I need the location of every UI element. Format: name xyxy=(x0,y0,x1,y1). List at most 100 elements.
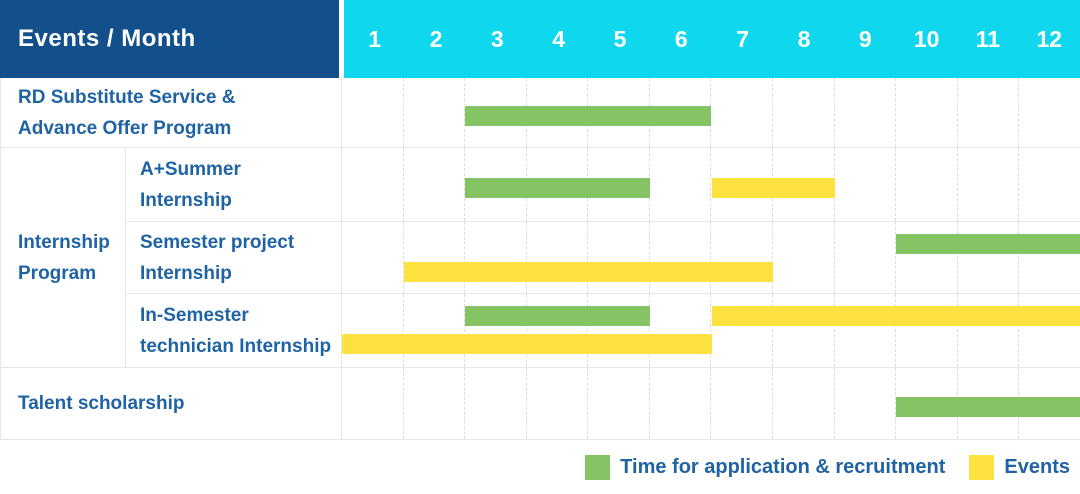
grid-column xyxy=(650,294,712,367)
row-label-semester-project: Semester project Internship xyxy=(126,222,342,294)
bar-in-semester-technician-yellow xyxy=(711,306,1080,326)
month-label-3: 3 xyxy=(490,25,504,52)
bar-in-semester-technician-green xyxy=(465,306,650,326)
month-header: 1 2 3 4 5 6 7 8 9 10 11 12 xyxy=(344,0,1080,78)
bar-talent-scholarship-green xyxy=(896,397,1080,417)
grid-column xyxy=(712,294,774,367)
month-label-5: 5 xyxy=(613,25,627,52)
grid-column xyxy=(896,222,958,293)
month-label-12: 12 xyxy=(1036,25,1063,52)
grid-column xyxy=(835,78,897,147)
month-label-1: 1 xyxy=(368,25,382,52)
grid-column xyxy=(342,368,404,439)
grid-column xyxy=(773,294,835,367)
group-label-internship-program: Internship Program xyxy=(1,148,126,368)
grid-column xyxy=(958,78,1020,147)
grid-column xyxy=(342,222,404,293)
grid-column xyxy=(404,148,466,221)
bar-in-semester-technician-yellow xyxy=(342,334,712,354)
grid-column xyxy=(835,222,897,293)
grid-column xyxy=(465,222,527,293)
grid-column xyxy=(712,222,774,293)
row-label-a-plus-summer: A+Summer Internship xyxy=(126,148,342,222)
month-label-8: 8 xyxy=(797,25,811,52)
month-label-11: 11 xyxy=(975,25,1001,52)
gantt-body: RD Substitute Service & Advance Offer Pro… xyxy=(0,78,1080,440)
row-label-rd-substitute: RD Substitute Service & Advance Offer Pro… xyxy=(1,78,342,148)
grid-column xyxy=(712,78,774,147)
bar-rd-substitute-green xyxy=(465,106,712,126)
header-divider xyxy=(339,0,344,78)
row-label-in-semester-technician: In-Semester technician Internship xyxy=(126,294,342,368)
grid-column xyxy=(896,148,958,221)
bar-semester-project-green xyxy=(896,234,1080,254)
label-line: Talent scholarship xyxy=(18,393,185,414)
label-line: Advance Offer Program xyxy=(18,117,232,139)
legend-swatch-yellow-icon xyxy=(969,454,995,480)
grid-column xyxy=(342,294,404,367)
legend-label-events: Events xyxy=(1004,455,1070,478)
grid-column xyxy=(650,148,712,221)
grid-column xyxy=(1019,294,1080,367)
legend-item-application: Time for application & recruitment xyxy=(585,454,946,480)
grid-column xyxy=(1019,222,1080,293)
chart-row-semester-project xyxy=(342,222,1080,294)
grid-column xyxy=(773,78,835,147)
month-label-2: 2 xyxy=(429,25,443,52)
month-label-10: 10 xyxy=(913,25,940,52)
chart-row-rd-substitute xyxy=(342,78,1080,148)
month-label-4: 4 xyxy=(552,25,566,52)
grid-column xyxy=(404,294,466,367)
grid-column xyxy=(650,222,712,293)
grid-column xyxy=(465,368,527,439)
grid-column xyxy=(527,368,589,439)
legend: Time for application & recruitment Event… xyxy=(0,440,1080,494)
label-line: Program xyxy=(18,262,97,284)
label-line: Internship xyxy=(140,189,232,211)
grid-column xyxy=(1019,78,1080,147)
grid-column xyxy=(527,222,589,293)
label-line: RD Substitute Service & xyxy=(18,86,236,108)
label-line: In-Semester xyxy=(140,304,249,326)
grid-column xyxy=(588,294,650,367)
corner-header: Events / Month xyxy=(0,0,339,78)
grid-column xyxy=(404,368,466,439)
grid-column xyxy=(588,222,650,293)
grid-column xyxy=(958,222,1020,293)
grid-column xyxy=(1019,148,1080,221)
grid-column xyxy=(712,368,774,439)
chart-row-in-semester-technician xyxy=(342,294,1080,368)
grid-column xyxy=(835,294,897,367)
label-line: A+Summer xyxy=(140,158,241,180)
grid-column xyxy=(342,148,404,221)
row-label-talent-scholarship: Talent scholarship xyxy=(1,368,342,440)
month-label-9: 9 xyxy=(858,25,872,52)
grid-column xyxy=(896,78,958,147)
chart-row-talent-scholarship xyxy=(342,368,1080,440)
legend-item-events: Events xyxy=(969,454,1070,480)
bar-semester-project-yellow xyxy=(403,262,774,282)
chart-row-a-plus-summer xyxy=(342,148,1080,222)
grid-column xyxy=(835,368,897,439)
legend-label-application: Time for application & recruitment xyxy=(620,455,946,478)
legend-swatch-green-icon xyxy=(585,454,611,480)
grid-column xyxy=(527,294,589,367)
month-label-6: 6 xyxy=(674,25,688,52)
grid-column xyxy=(773,368,835,439)
bar-a-plus-summer-green xyxy=(465,178,650,198)
grid-column xyxy=(958,148,1020,221)
month-label-7: 7 xyxy=(736,25,750,52)
grid-column xyxy=(650,368,712,439)
label-line: technician Internship xyxy=(140,335,332,357)
grid-column xyxy=(404,78,466,147)
grid-column xyxy=(958,294,1020,367)
grid-column xyxy=(588,368,650,439)
label-line: Internship xyxy=(18,231,110,253)
grid-column xyxy=(773,222,835,293)
grid-column xyxy=(465,294,527,367)
grid-column xyxy=(342,78,404,147)
grid-column xyxy=(404,222,466,293)
grid-column xyxy=(896,294,958,367)
label-line: Internship xyxy=(140,262,232,284)
